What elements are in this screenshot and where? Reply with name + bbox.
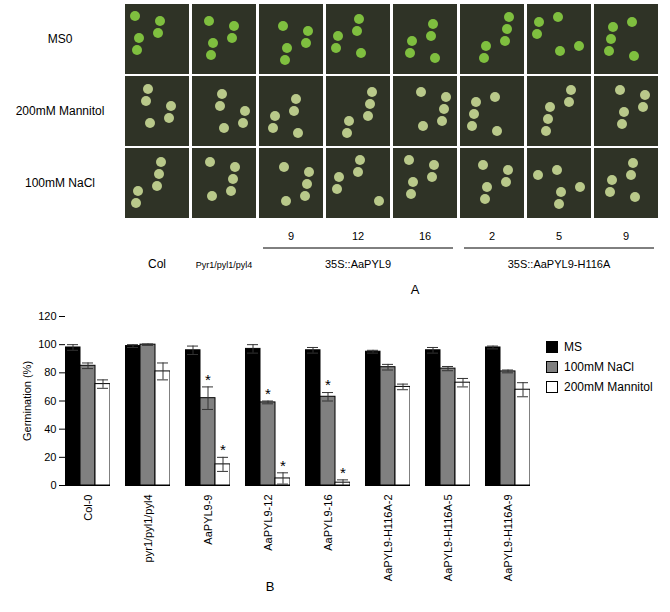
svg-text:*: * — [280, 457, 286, 474]
svg-text:9: 9 — [623, 230, 629, 242]
svg-text:*: * — [205, 371, 211, 388]
html-text:200mM Mannitol: 200mM Mannitol — [564, 380, 653, 394]
svg-text:AaPYL9-16: AaPYL9-16 — [322, 495, 334, 551]
svg-text:*: * — [340, 464, 346, 481]
svg-text:16: 16 — [419, 230, 431, 242]
svg-text:MS0: MS0 — [48, 32, 73, 46]
svg-text:Col: Col — [148, 257, 166, 271]
svg-text:60: 60 — [44, 395, 56, 407]
svg-text:100: 100 — [38, 338, 56, 350]
svg-text:AaPYL9-9: AaPYL9-9 — [202, 495, 214, 545]
svg-text:*: * — [325, 376, 331, 393]
svg-text:40: 40 — [44, 423, 56, 435]
svg-text:AaPYL9-H116A-9: AaPYL9-H116A-9 — [502, 495, 514, 582]
svg-text:5: 5 — [556, 230, 562, 242]
svg-text:A: A — [411, 282, 420, 297]
svg-text:pyr1/pyl1/pyl4: pyr1/pyl1/pyl4 — [142, 495, 154, 563]
svg-text:Germination (%): Germination (%) — [21, 361, 33, 441]
svg-text:*: * — [220, 441, 226, 458]
svg-text:35S::AaPYL9-H116A: 35S::AaPYL9-H116A — [508, 258, 611, 270]
svg-text:100mM NaCl: 100mM NaCl — [25, 176, 95, 190]
svg-text:200mM Mannitol: 200mM Mannitol — [16, 104, 105, 118]
html-text:B: B — [265, 579, 275, 594]
svg-text:AaPYL9-H116A-5: AaPYL9-H116A-5 — [442, 495, 454, 582]
svg-text:9: 9 — [288, 230, 294, 242]
svg-text:2: 2 — [489, 230, 495, 242]
svg-text:35S::AaPYL9: 35S::AaPYL9 — [325, 258, 391, 270]
svg-text:Pyr1/pyl1/pyl4: Pyr1/pyl1/pyl4 — [196, 260, 253, 270]
svg-text:0: 0 — [50, 479, 56, 491]
html-text:MS: MS — [564, 340, 582, 354]
svg-text:80: 80 — [44, 366, 56, 378]
svg-text:Col-0: Col-0 — [82, 495, 94, 521]
svg-text:20: 20 — [44, 451, 56, 463]
svg-text:120: 120 — [38, 310, 56, 322]
svg-text:*: * — [265, 385, 271, 402]
html-text:100mM NaCl: 100mM NaCl — [564, 360, 634, 374]
svg-text:AaPYL9-12: AaPYL9-12 — [262, 495, 274, 551]
svg-text:12: 12 — [352, 230, 364, 242]
svg-text:AaPYL9-H116A-2: AaPYL9-H116A-2 — [382, 495, 394, 582]
